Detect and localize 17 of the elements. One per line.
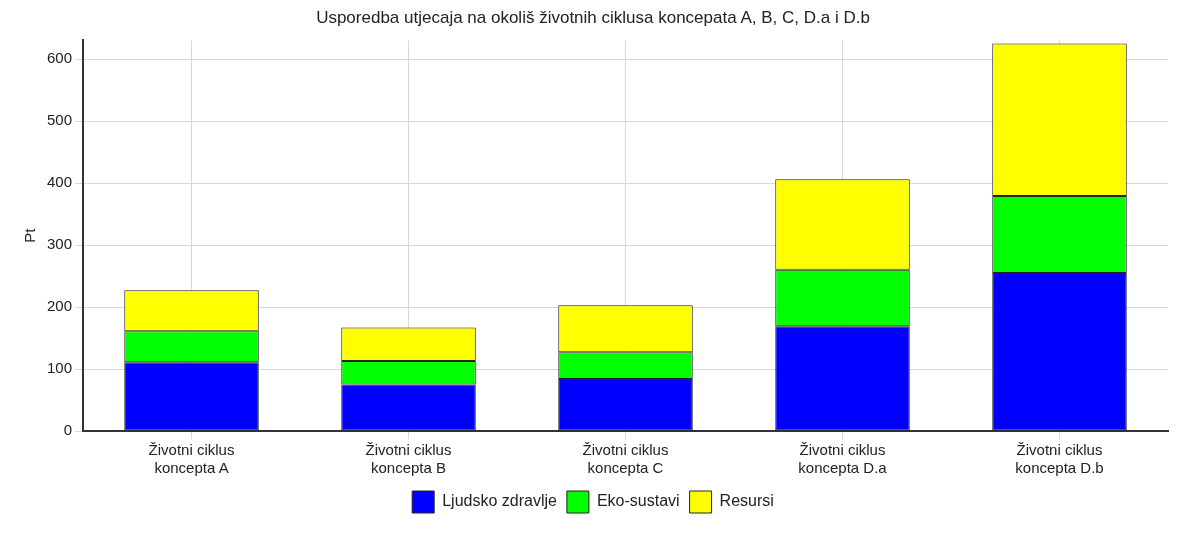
y-tick-label: 300 [47,235,73,253]
legend-label: Eko-sustavi [596,492,680,510]
y-tick-label: 400 [47,173,73,191]
chart-title: Usporedba utjecaja na okoliš životnih ciklusa koncepata A, B, C, D.a i D.b [316,7,870,27]
x-tick-label: Životni ciklus koncepta A [148,441,235,477]
x-tick-label: Životni ciklus koncepta B [365,441,452,477]
y-tick-label: 200 [47,297,73,315]
x-tick-label: Životni ciklus koncepta C [582,441,669,477]
y-tick-label: 100 [47,359,73,377]
y-tick-label: 0 [63,421,73,439]
y-axis-title: Pt [21,227,39,243]
x-tick-label: Životni ciklus koncepta D.a [798,441,888,477]
y-tick-label: 600 [47,49,73,67]
legend-label: Ljudsko zdravlje [442,492,557,510]
legend-label: Resursi [719,492,774,510]
y-tick-label: 500 [47,111,73,129]
x-tick-label: Životni ciklus koncepta D.b [1015,441,1104,477]
